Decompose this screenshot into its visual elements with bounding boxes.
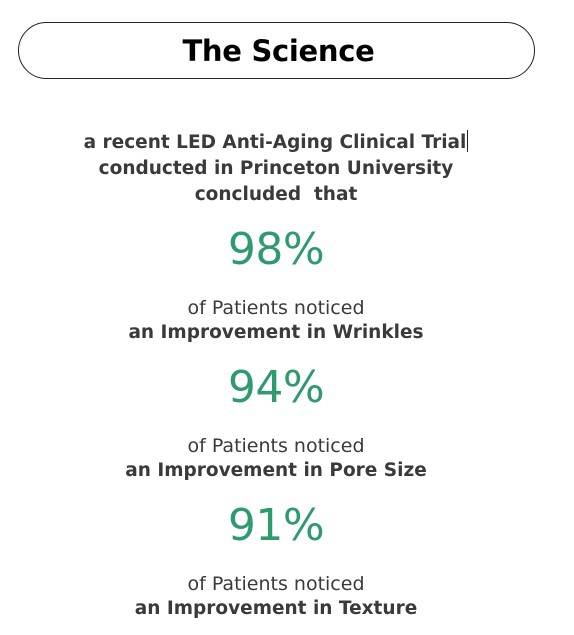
stat-description: an Improvement in Texture bbox=[134, 598, 418, 619]
stat-description: an Improvement in Pore Size bbox=[125, 460, 427, 481]
stat-subtitle: of Patients noticed bbox=[187, 435, 365, 457]
stat-pore-size: 94% of Patients noticed an Improvement i… bbox=[0, 362, 552, 484]
intro-line-2: conducted in Princeton University bbox=[98, 158, 454, 179]
intro-line-1[interactable]: a recent LED Anti-Aging Clinical Trial bbox=[0, 130, 552, 156]
intro-text: a recent LED Anti-Aging Clinical Trial c… bbox=[0, 130, 552, 208]
stat-description: an Improvement in Wrinkles bbox=[128, 322, 424, 343]
intro-line-3: concluded that bbox=[194, 184, 358, 205]
stat-wrinkles: 98% of Patients noticed an Improvement i… bbox=[0, 224, 552, 346]
stat-texture: 91% of Patients noticed an Improvement i… bbox=[0, 500, 552, 622]
stat-value: 91% bbox=[227, 500, 325, 551]
text-cursor bbox=[467, 130, 469, 152]
stat-subtitle: of Patients noticed bbox=[187, 297, 365, 319]
intro-line-1-text[interactable]: a recent LED Anti-Aging Clinical Trial bbox=[83, 132, 467, 153]
stat-value: 98% bbox=[227, 224, 325, 275]
section-header: The Science bbox=[18, 22, 535, 79]
stat-value: 94% bbox=[227, 362, 325, 413]
page-title: The Science bbox=[182, 33, 375, 68]
stat-subtitle: of Patients noticed bbox=[187, 573, 365, 595]
